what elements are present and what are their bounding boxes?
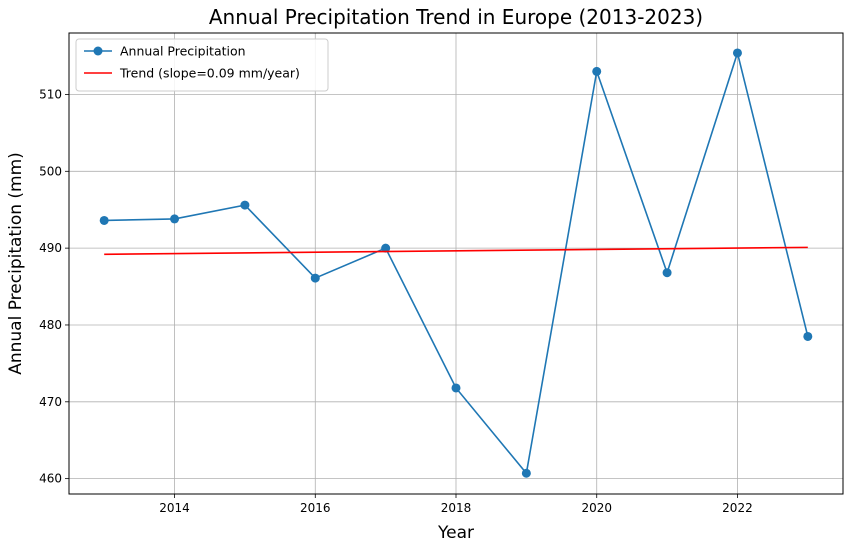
legend-label: Annual Precipitation bbox=[120, 44, 246, 59]
x-tick-label: 2020 bbox=[581, 501, 612, 515]
y-tick-label: 500 bbox=[39, 164, 62, 178]
y-tick-label: 490 bbox=[39, 241, 62, 255]
x-tick-label: 2014 bbox=[159, 501, 190, 515]
data-point-2016 bbox=[310, 273, 320, 283]
x-tick-label: 2022 bbox=[722, 501, 753, 515]
y-axis-label: Annual Precipitation (mm) bbox=[6, 152, 26, 375]
data-point-2013 bbox=[99, 215, 109, 225]
y-tick-label: 460 bbox=[39, 472, 62, 486]
x-axis-label: Year bbox=[437, 523, 474, 543]
data-point-2023 bbox=[803, 331, 813, 341]
legend-entry-trend-slope-0-09-mm-year: Trend (slope=0.09 mm/year) bbox=[84, 66, 300, 81]
series-annual-precipitation bbox=[99, 48, 813, 478]
legend: Annual Precipitation Trend (slope=0.09 mm… bbox=[75, 38, 329, 92]
legend-box bbox=[75, 38, 329, 92]
y-tick-label: 480 bbox=[39, 318, 62, 332]
data-point-2021 bbox=[662, 268, 672, 278]
data-point-2015 bbox=[240, 200, 250, 210]
legend-label: Trend (slope=0.09 mm/year) bbox=[119, 66, 300, 81]
data-point-2014 bbox=[170, 214, 180, 224]
legend-entry-annual-precipitation: Annual Precipitation bbox=[84, 44, 246, 59]
x-tick-label: 2018 bbox=[441, 501, 472, 515]
grid-lines bbox=[69, 33, 843, 494]
y-tick-label: 470 bbox=[39, 395, 62, 409]
x-tick-label: 2016 bbox=[300, 501, 331, 515]
series-trend-slope-0-09-mm-year bbox=[104, 246, 808, 256]
x-axis-ticks: 2014 2016 2018 2020 2022 bbox=[159, 494, 753, 515]
chart-title: Annual Precipitation Trend in Europe (20… bbox=[209, 5, 703, 29]
series-layer bbox=[99, 48, 813, 478]
y-axis-ticks: 460 470 480 490 500 510 bbox=[39, 87, 69, 486]
series-line bbox=[104, 246, 808, 256]
data-point-2022 bbox=[732, 48, 742, 58]
legend-swatch-marker bbox=[93, 46, 103, 56]
y-tick-label: 510 bbox=[39, 87, 62, 101]
data-point-2020 bbox=[592, 66, 602, 76]
data-point-2017 bbox=[381, 243, 391, 253]
data-point-2018 bbox=[451, 383, 461, 393]
data-point-2019 bbox=[521, 468, 531, 478]
